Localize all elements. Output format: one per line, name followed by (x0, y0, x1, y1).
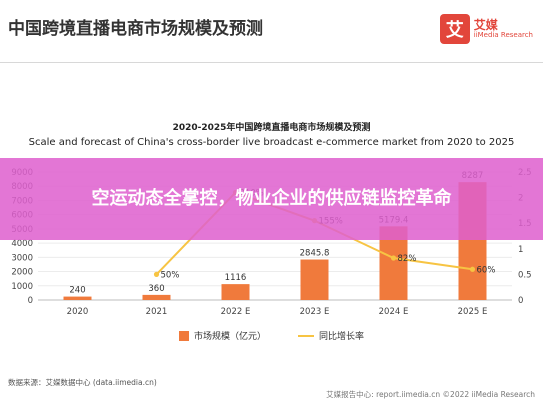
growth-point (469, 266, 476, 272)
legend-bar-label: 市场规模（亿元） (193, 332, 266, 342)
growth-value-label: 60% (477, 265, 496, 275)
copyright-note: 艾媒报告中心: report.iimedia.cn ©2022 iiMedia … (326, 390, 535, 399)
brand-logo-icon: 艾 (439, 14, 470, 44)
source-note: 数据来源：艾媒数据中心 (data.iimedia.cn) (8, 378, 157, 387)
legend-bar-swatch (178, 330, 189, 341)
x-tick-label: 2023 E (300, 307, 330, 317)
y-tick-label: 4000 (11, 239, 33, 249)
y-tick-label: 0 (28, 296, 33, 306)
chart-subtitle: Scale and forecast of China's cross-bord… (28, 137, 515, 148)
growth-point (390, 255, 397, 261)
y2-tick-label: 0 (518, 296, 523, 306)
x-tick-label: 2022 E (221, 307, 251, 317)
bar-value-label: 1116 (225, 273, 247, 283)
chart-legend: 市场规模（亿元） 同比增长率 (0, 329, 543, 342)
header-divider (0, 62, 543, 63)
growth-point (153, 271, 160, 277)
chart-title: 2020-2025年中国跨境直播电商市场规模及预测 (172, 123, 371, 133)
brand-sub: iiMedia Research (473, 30, 533, 39)
legend-item-line: 同比增长率 (298, 329, 364, 342)
legend-item-bar: 市场规模（亿元） (178, 329, 266, 342)
growth-value-label: 82% (398, 254, 417, 264)
bar (300, 259, 329, 300)
y-tick-label: 3000 (11, 253, 33, 263)
bar-value-label: 240 (69, 286, 85, 296)
x-tick-label: 2020 (67, 307, 89, 317)
x-tick-label: 2025 E (458, 307, 488, 317)
bar (63, 296, 92, 300)
x-tick-label: 2024 E (379, 307, 409, 317)
x-tick-label: 2021 (146, 307, 168, 317)
bar (221, 284, 250, 300)
y2-tick-label: 1 (518, 245, 523, 255)
brand-name: 艾媒 (473, 18, 498, 33)
legend-line-swatch (298, 334, 314, 337)
bar-value-label: 360 (148, 284, 164, 294)
header-title: 中国跨境直播电商市场规模及预测 (8, 19, 263, 39)
y-tick-label: 1000 (11, 282, 33, 292)
bar (142, 294, 171, 300)
legend-line-label: 同比增长率 (319, 332, 365, 342)
growth-value-label: 50% (161, 270, 180, 280)
y2-tick-label: 0.5 (518, 270, 532, 280)
brand: 艾 艾媒 iiMedia Research (439, 14, 533, 44)
bar-value-label: 2845.8 (300, 249, 330, 259)
headline-banner[interactable]: 空运动态全掌控，物业企业的供应链监控革命 (0, 158, 543, 240)
y-tick-label: 2000 (11, 268, 33, 278)
headline-text[interactable]: 空运动态全掌控，物业企业的供应链监控革命 (91, 188, 452, 209)
